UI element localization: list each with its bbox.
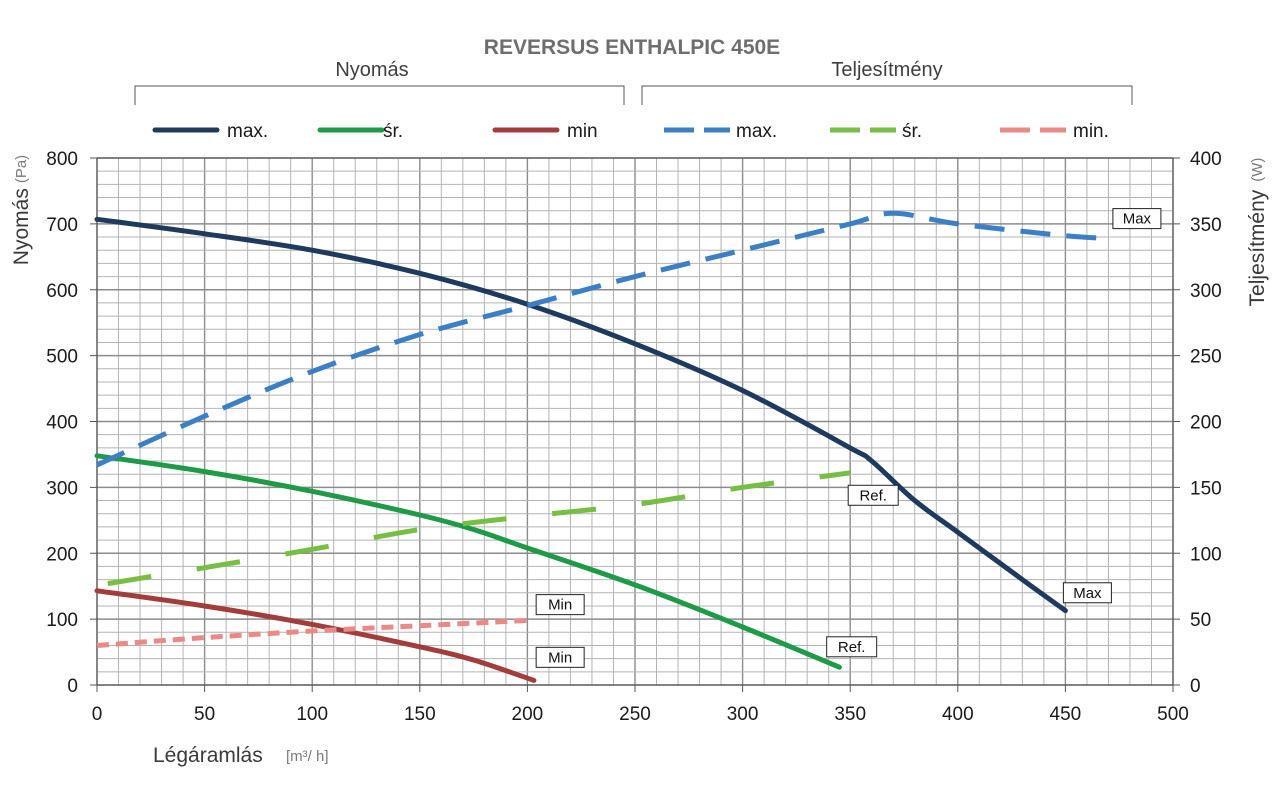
x-tick-label: 150 bbox=[404, 704, 436, 725]
y-left-tick-label: 600 bbox=[46, 281, 78, 302]
x-tick-label: 100 bbox=[296, 704, 328, 725]
y-right-tick-label: 400 bbox=[1190, 149, 1222, 170]
legend-label: max. bbox=[736, 121, 777, 142]
legend-item-power-avg: śr. bbox=[830, 121, 922, 142]
annotation-label: Min bbox=[548, 597, 572, 614]
x-axis-label: Légáramlás bbox=[153, 744, 263, 767]
series-line-power-avg bbox=[107, 470, 851, 587]
series-line-power-max bbox=[95, 210, 1109, 468]
x-tick-label: 50 bbox=[194, 704, 215, 725]
y-right-tick-label: 200 bbox=[1190, 413, 1222, 434]
legend-item-pressure-avg: śr. bbox=[317, 121, 403, 142]
legend-label: śr. bbox=[383, 121, 403, 142]
y-left-tick-label: 100 bbox=[46, 610, 78, 631]
annotation-frame bbox=[1112, 208, 1162, 230]
y-left-tick-label: 500 bbox=[46, 347, 78, 368]
annotation-box: Max bbox=[1112, 208, 1162, 230]
series-layer bbox=[94, 210, 1109, 683]
y-right-tick-label: 150 bbox=[1190, 478, 1222, 499]
x-tick-label: 450 bbox=[1050, 704, 1082, 725]
y-left-tick-label: 800 bbox=[46, 149, 78, 170]
legend-label: śr. bbox=[902, 121, 922, 142]
annotation-frame bbox=[826, 636, 878, 658]
annotation-box: Ref. bbox=[847, 484, 899, 506]
legend-label: min. bbox=[1073, 121, 1109, 142]
x-axis-unit: [m³/ h] bbox=[286, 748, 329, 765]
series-line-pressure-max bbox=[94, 216, 1068, 614]
y-right-axis-title: Teljesítmény (W) bbox=[1246, 158, 1269, 307]
annotation-label: Max bbox=[1073, 585, 1102, 602]
plot-frame bbox=[90, 157, 1180, 692]
annotation-label: Ref. bbox=[859, 487, 887, 504]
y-left-label-text: Nyomás bbox=[10, 188, 33, 265]
legend-item-pressure-min: min bbox=[492, 121, 598, 142]
y-left-tick-label: 400 bbox=[46, 413, 78, 434]
y-right-unit: (W) bbox=[1249, 158, 1266, 182]
y-right-tick-label: 250 bbox=[1190, 347, 1222, 368]
y-left-axis-label: Nyomás (Pa) bbox=[10, 155, 33, 265]
legend-label: max. bbox=[227, 121, 268, 142]
y-left-tick-label: 300 bbox=[46, 478, 78, 499]
y-right-tick-label: 300 bbox=[1190, 281, 1222, 302]
y-left-unit: (Pa) bbox=[13, 155, 30, 183]
group-bracket-pressure: Nyomás bbox=[134, 59, 625, 105]
x-tick-label: 400 bbox=[942, 704, 974, 725]
x-tick-label: 250 bbox=[619, 704, 651, 725]
y-right-label-text: Teljesítmény bbox=[1246, 189, 1269, 306]
y-left-axis-title: Nyomás (Pa) bbox=[10, 155, 33, 265]
annotation-frame bbox=[535, 594, 585, 616]
x-tick-label: 0 bbox=[92, 704, 103, 725]
y-left-tick-label: 700 bbox=[46, 215, 78, 236]
annotation-frame bbox=[1062, 582, 1112, 604]
legend-label: min bbox=[567, 121, 598, 142]
y-left-tick-label: 200 bbox=[46, 544, 78, 565]
y-right-axis-label: Teljesítmény (W) bbox=[1246, 158, 1269, 307]
annotation-frame bbox=[847, 484, 899, 506]
x-tick-label: 200 bbox=[512, 704, 544, 725]
group-label-power: Teljesítmény bbox=[831, 59, 942, 81]
legend-item-power-max: max. bbox=[664, 121, 777, 142]
legend-item-pressure-max: max. bbox=[152, 121, 268, 142]
tick-labels: 0 50 100 150 200 250 300 350 400 450 5000100200300… bbox=[46, 149, 1221, 725]
annotation-label: Ref. bbox=[838, 639, 866, 656]
y-right-tick-label: 100 bbox=[1190, 544, 1222, 565]
annotation-box: Min bbox=[535, 594, 585, 616]
annotation-label: Min bbox=[548, 649, 572, 666]
group-label-pressure: Nyomás bbox=[335, 59, 408, 81]
y-left-tick-label: 0 bbox=[67, 676, 78, 697]
annotation-label: Max bbox=[1123, 211, 1152, 228]
chart-title: REVERSUS ENTHALPIC 450E bbox=[484, 36, 780, 59]
annotation-box: Min bbox=[535, 646, 585, 668]
y-right-tick-label: 50 bbox=[1190, 610, 1211, 631]
legend-item-power-min: min. bbox=[1000, 121, 1109, 142]
x-tick-label: 500 bbox=[1157, 704, 1189, 725]
annotation-frame bbox=[535, 646, 585, 668]
legend: max. śr. min max. śr. min. bbox=[152, 121, 1109, 142]
x-axis-title: Légáramlás [m³/ h] bbox=[153, 744, 329, 767]
group-bracket-power: Teljesítmény bbox=[641, 59, 1133, 105]
y-right-tick-label: 0 bbox=[1190, 676, 1201, 697]
annotations-layer: Max Ref. Min Max Ref. Min bbox=[535, 208, 1162, 668]
grid bbox=[96, 157, 1174, 686]
annotation-box: Max bbox=[1062, 582, 1112, 604]
y-right-tick-label: 350 bbox=[1190, 215, 1222, 236]
annotation-box: Ref. bbox=[826, 636, 878, 658]
x-tick-label: 300 bbox=[727, 704, 759, 725]
series-line-pressure-min bbox=[94, 588, 537, 683]
x-tick-label: 350 bbox=[834, 704, 866, 725]
